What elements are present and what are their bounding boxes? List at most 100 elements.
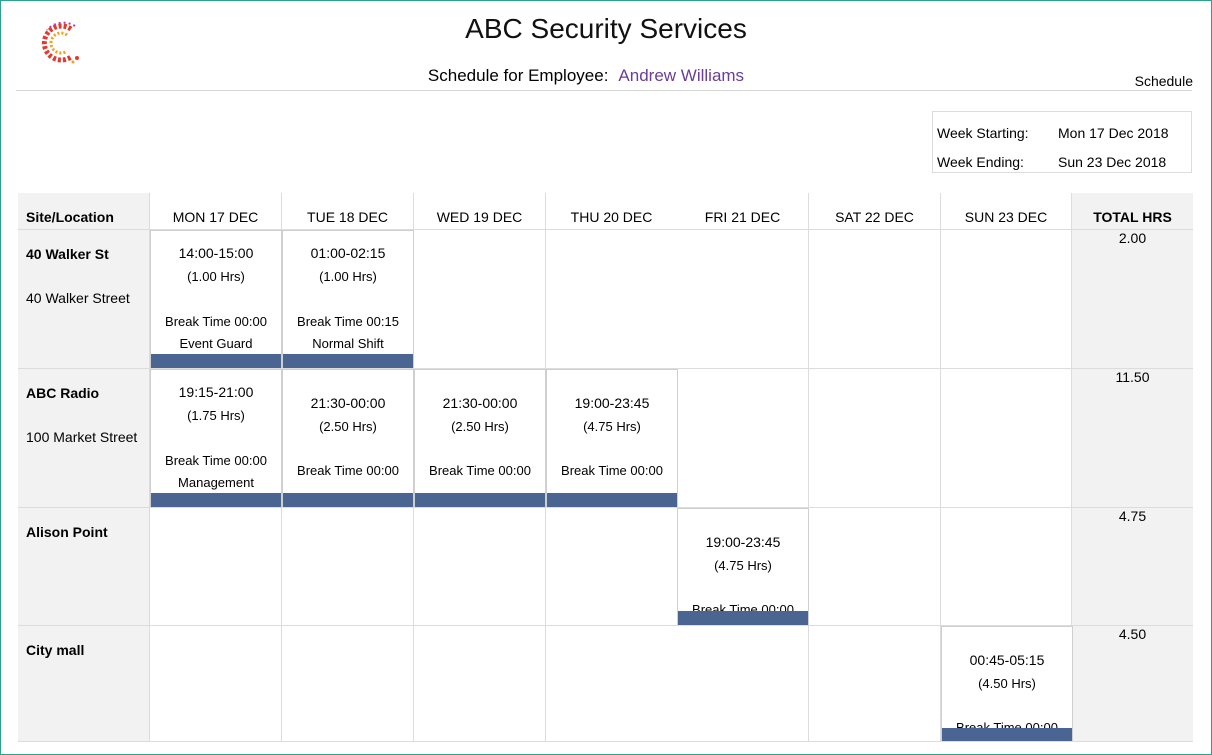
column-header-day: TUE 18 DEC [282,193,414,229]
total-hours-cell: 2.00 [1072,230,1193,368]
column-header-site: Site/Location [18,193,150,229]
shift-time: 00:45-05:15 [969,652,1045,668]
shift-time: 19:00-23:45 [574,395,650,411]
day-cell [414,508,546,625]
shift-card[interactable]: 21:30-00:00 (2.50 Hrs) Break Time 00:00 [282,369,414,507]
total-hours-cell: 4.75 [1072,508,1193,625]
shift-hours: (4.75 Hrs) [714,558,772,573]
shift-hours: (1.00 Hrs) [319,269,377,284]
header-divider [16,90,1192,91]
day-cell [941,508,1072,625]
shift-break-time: Break Time 00:00 [165,314,267,329]
shift-hours: (1.75 Hrs) [187,408,245,423]
shift-card[interactable]: 21:30-00:00 (2.50 Hrs) Break Time 00:00 [414,369,546,507]
schedule-table: Site/Location MON 17 DEC TUE 18 DEC WED 19 … [18,193,1193,742]
shift-time: 21:30-00:00 [310,395,386,411]
shift-accent-bar [283,493,413,507]
site-cell: Alison Point [18,508,150,625]
column-header-day: SAT 22 DEC [809,193,941,229]
shift-accent-bar [415,493,545,507]
shift-hours: (1.00 Hrs) [187,269,245,284]
total-hours-cell: 11.50 [1072,369,1193,507]
employee-line: Schedule for Employee: Andrew Williams [1,66,1171,86]
week-end-value: Sun 23 Dec 2018 [1058,154,1167,170]
site-address: 100 Market Street [26,429,138,445]
day-cell [809,508,941,625]
day-cell [150,626,282,742]
shift-accent-bar [283,354,413,368]
column-header-day: SUN 23 DEC [941,193,1072,229]
site-address: 40 Walker Street [26,290,130,306]
shift-accent-bar [151,354,281,368]
shift-hours: (2.50 Hrs) [319,419,377,434]
site-cell: 40 Walker St 40 Walker Street [18,230,150,368]
shift-hours: (4.75 Hrs) [583,419,641,434]
day-cell [282,626,414,742]
shift-time: 01:00-02:15 [310,245,386,261]
day-cell [809,230,941,368]
total-hours-value: 11.50 [1115,369,1150,385]
shift-card[interactable]: 19:00-23:45 (4.75 Hrs) Break Time 00:00 [677,508,809,625]
shift-break-time: Break Time 00:00 [561,463,663,478]
company-title: ABC Security Services [465,13,747,44]
day-cell [677,626,809,742]
day-cell [941,230,1072,368]
shift-break-time: Break Time 00:00 [429,463,531,478]
shift-accent-bar [942,728,1072,742]
shift-card[interactable]: 01:00-02:15 (1.00 Hrs) Break Time 00:15 Nor… [282,230,414,368]
site-name: 40 Walker St [26,246,109,262]
total-hours-value: 2.00 [1118,230,1147,246]
total-hours-cell: 4.50 [1072,626,1193,742]
day-cell [150,508,282,625]
shift-card[interactable]: 14:00-15:00 (1.00 Hrs) Break Time 00:00 Eve… [150,230,282,368]
shift-time: 21:30-00:00 [442,395,518,411]
column-header-day: FRI 21 DEC [677,193,809,229]
site-cell: City mall [18,626,150,742]
shift-accent-bar [678,611,808,625]
total-hours-value: 4.50 [1118,626,1147,642]
week-start-value: Mon 17 Dec 2018 [1058,125,1169,141]
shift-card[interactable]: 00:45-05:15(4.50 Hrs)Break Time 00:00 [941,626,1073,742]
shift-role: Normal Shift [312,336,384,351]
day-cell [546,626,678,742]
week-start-label: Week Starting: [937,125,1029,141]
site-name: ABC Radio [26,385,100,401]
day-cell [809,369,941,507]
shift-card[interactable]: 19:15-21:00 (1.75 Hrs) Break Time 00:00 Man… [150,369,282,507]
day-cell [941,369,1072,507]
day-cell [414,230,546,368]
site-name: Alison Point [26,524,108,540]
column-header-day: MON 17 DEC [150,193,282,229]
shift-role: Event Guard [179,336,253,351]
shift-break-time: Break Time 00:15 [297,314,399,329]
shift-accent-bar [151,493,281,507]
table-bottom-border [18,741,1193,742]
shift-time: 19:15-21:00 [178,384,254,400]
schedule-row-alison-point: Alison Point 4.75 19:00-23:45 (4.75 Hrs) Bre… [18,507,1193,625]
day-cell [282,508,414,625]
column-header-day: THU 20 DEC [546,193,678,229]
week-range-box: Week Starting: Mon 17 Dec 2018 Week Endi… [932,111,1192,173]
shift-time: 19:00-23:45 [705,534,781,550]
shift-hours: (2.50 Hrs) [451,419,509,434]
employee-name: Andrew Williams [618,66,745,85]
page-label: Schedule [1134,73,1193,89]
shift-break-time: Break Time 00:00 [165,453,267,468]
week-end-label: Week Ending: [937,154,1024,170]
column-header-total: TOTAL HRS [1072,193,1193,229]
day-cell [677,230,809,368]
site-cell: ABC Radio 100 Market Street [18,369,150,507]
shift-accent-bar [547,493,677,507]
day-cell [546,508,678,625]
day-cell [677,369,809,507]
column-header-day: WED 19 DEC [414,193,546,229]
company-logo-icon [41,21,79,64]
schedule-row-city-mall: City mall 4.50 00:45-05:15(4.50 Hrs)Break … [18,625,1193,742]
total-hours-value: 4.75 [1118,508,1147,524]
shift-card[interactable]: 19:00-23:45 (4.75 Hrs) Break Time 00:00 [546,369,678,507]
shift-time: 14:00-15:00 [178,245,254,261]
shift-break-time: Break Time 00:00 [297,463,399,478]
site-name: City mall [26,642,85,658]
schedule-row-abc-radio: ABC Radio 100 Market Street 11.50 19:15-21:… [18,368,1193,507]
